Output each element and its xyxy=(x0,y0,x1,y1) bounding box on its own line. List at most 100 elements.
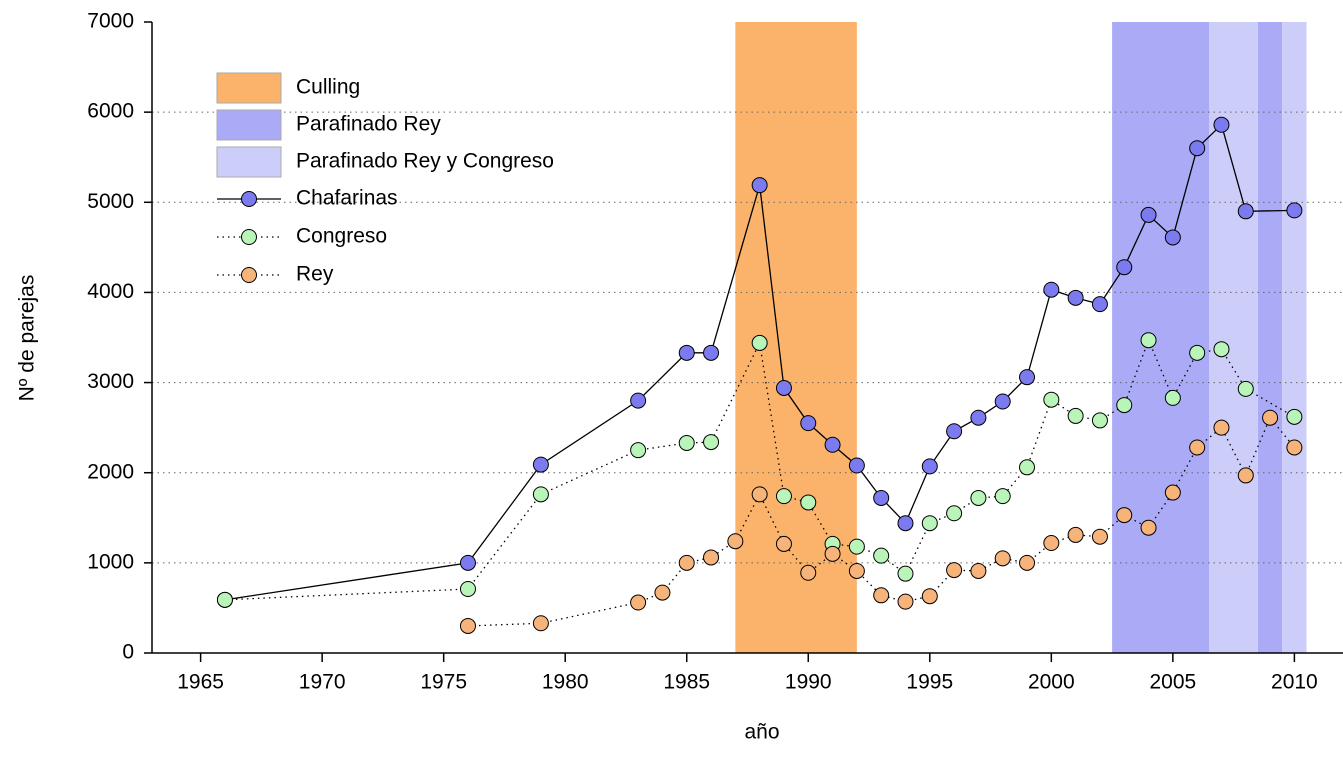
data-point xyxy=(1019,554,1036,571)
legend-label: Parafinado Rey xyxy=(296,113,441,136)
data-point xyxy=(1091,412,1108,429)
data-point xyxy=(994,550,1011,567)
data-point xyxy=(703,549,720,566)
data-point xyxy=(1019,459,1036,476)
data-point xyxy=(775,379,792,396)
data-point xyxy=(1213,341,1230,358)
y-tick-label: 7000 xyxy=(87,10,134,33)
legend-label: Congreso xyxy=(296,225,387,248)
data-point xyxy=(459,554,476,571)
data-point xyxy=(848,562,865,579)
data-point xyxy=(897,515,914,532)
data-point xyxy=(946,505,963,522)
shaded-band xyxy=(1257,22,1283,653)
data-point xyxy=(970,489,987,506)
data-point xyxy=(703,344,720,361)
data-point xyxy=(897,565,914,582)
data-point xyxy=(1164,484,1181,501)
legend-swatch xyxy=(216,72,282,104)
data-point xyxy=(1116,259,1133,276)
data-point xyxy=(1067,289,1084,306)
data-point xyxy=(1262,409,1279,426)
data-point xyxy=(1116,507,1133,524)
shaded-band xyxy=(1112,22,1210,653)
x-tick-label: 1995 xyxy=(906,671,953,694)
data-point xyxy=(800,564,817,581)
y-tick-label: 0 xyxy=(122,641,134,664)
data-point xyxy=(994,393,1011,410)
data-point xyxy=(703,434,720,451)
data-point xyxy=(848,457,865,474)
data-point xyxy=(1140,332,1157,349)
y-tick-label: 4000 xyxy=(87,280,134,303)
data-point xyxy=(630,442,647,459)
data-point xyxy=(459,617,476,634)
data-point xyxy=(1067,407,1084,424)
data-point xyxy=(800,494,817,511)
data-point xyxy=(630,594,647,611)
series-line xyxy=(467,416,1295,627)
x-tick-label: 1990 xyxy=(785,671,832,694)
data-point xyxy=(678,554,695,571)
data-point xyxy=(824,545,841,562)
data-point xyxy=(532,615,549,632)
y-axis-label: Nº de parejas xyxy=(16,275,39,402)
data-point xyxy=(1043,281,1060,298)
x-tick-label: 2010 xyxy=(1271,671,1318,694)
data-point xyxy=(848,538,865,555)
data-point xyxy=(873,587,890,604)
data-point xyxy=(921,588,938,605)
data-point xyxy=(459,580,476,597)
data-point xyxy=(532,456,549,473)
data-point xyxy=(970,409,987,426)
x-axis-label: año xyxy=(744,721,779,744)
data-point xyxy=(897,593,914,610)
data-point xyxy=(921,458,938,475)
y-tick-label: 5000 xyxy=(87,190,134,213)
data-point xyxy=(775,488,792,505)
data-point xyxy=(921,515,938,532)
data-point xyxy=(678,434,695,451)
data-point xyxy=(800,415,817,432)
x-tick-label: 1975 xyxy=(420,671,467,694)
y-tick-label: 2000 xyxy=(87,460,134,483)
data-point xyxy=(946,562,963,579)
data-point xyxy=(1286,202,1303,219)
data-point xyxy=(1286,439,1303,456)
legend-label: Parafinado Rey y Congreso xyxy=(296,150,554,173)
data-point xyxy=(1067,526,1084,543)
x-tick-label: 2005 xyxy=(1149,671,1196,694)
data-point xyxy=(216,591,233,608)
data-point xyxy=(1140,206,1157,223)
data-point xyxy=(1286,408,1303,425)
data-point xyxy=(1164,229,1181,246)
data-point xyxy=(1091,528,1108,545)
legend-marker xyxy=(241,229,257,245)
shaded-band xyxy=(1209,22,1258,653)
legend-label: Chafarinas xyxy=(296,187,398,210)
y-tick-label: 6000 xyxy=(87,100,134,123)
data-point xyxy=(1116,397,1133,414)
data-point xyxy=(970,562,987,579)
legend-swatch xyxy=(216,109,282,141)
data-point xyxy=(751,177,768,194)
x-tick-label: 1970 xyxy=(299,671,346,694)
data-point xyxy=(1189,344,1206,361)
data-point xyxy=(532,486,549,503)
data-point xyxy=(1213,419,1230,436)
data-point xyxy=(1043,391,1060,408)
x-tick-label: 2000 xyxy=(1028,671,1075,694)
data-point xyxy=(654,584,671,601)
y-tick-label: 3000 xyxy=(87,370,134,393)
data-point xyxy=(824,436,841,453)
data-point xyxy=(1237,380,1254,397)
x-tick-label: 1985 xyxy=(663,671,710,694)
data-point xyxy=(630,392,647,409)
data-point xyxy=(1019,369,1036,386)
data-point xyxy=(1237,203,1254,220)
x-tick-label: 1965 xyxy=(177,671,224,694)
shaded-band xyxy=(1282,22,1307,653)
y-tick-label: 1000 xyxy=(87,550,134,573)
data-point xyxy=(946,423,963,440)
